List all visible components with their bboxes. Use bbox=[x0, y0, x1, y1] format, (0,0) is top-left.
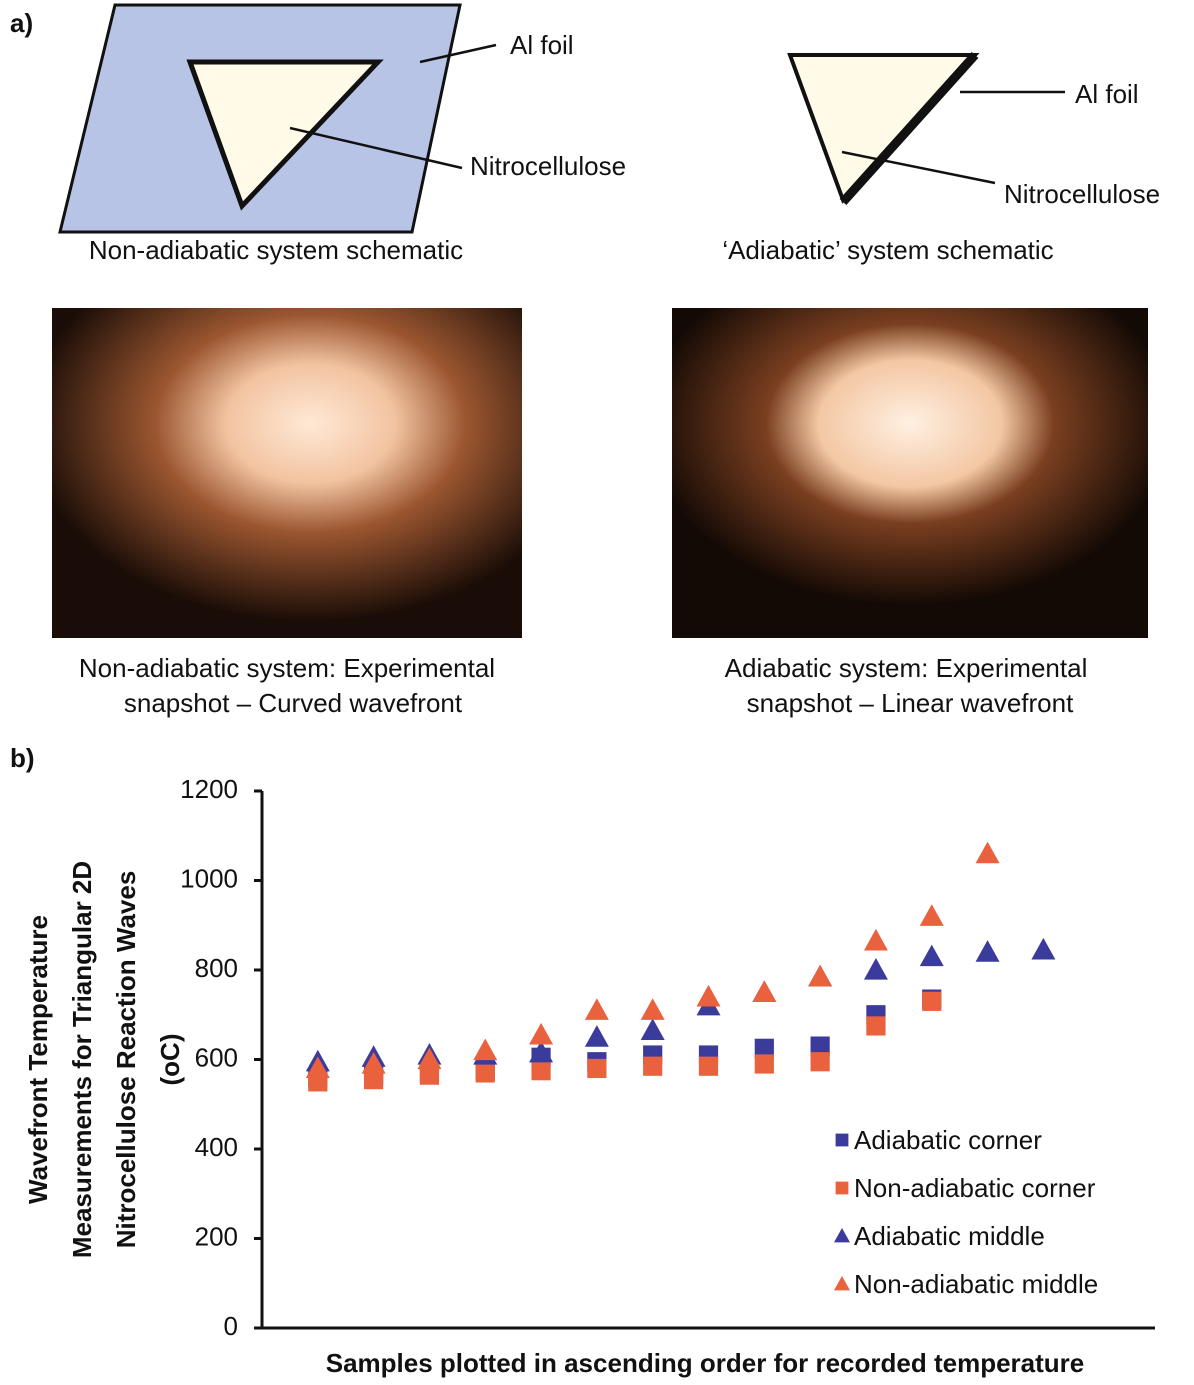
marker bbox=[920, 945, 944, 967]
marker bbox=[476, 1063, 495, 1082]
photo bbox=[52, 308, 522, 638]
marker bbox=[585, 998, 609, 1020]
marker bbox=[920, 904, 944, 926]
panel-label: b) bbox=[10, 743, 35, 773]
marker bbox=[529, 1023, 553, 1045]
marker bbox=[752, 980, 776, 1002]
marker bbox=[699, 1057, 718, 1076]
chart: 0 200 400 600 800 1000 1200 Wavefront Temperatu… bbox=[23, 774, 1155, 1378]
x-axis-label: Samples plotted in ascending order for r… bbox=[326, 1348, 1085, 1378]
marker bbox=[641, 998, 665, 1020]
marker bbox=[1031, 938, 1055, 960]
marker bbox=[587, 1059, 606, 1078]
label: Nitrocellulose bbox=[470, 151, 626, 181]
panel-label: a) bbox=[10, 8, 33, 38]
y-axis-label: Wavefront Temperature bbox=[23, 915, 53, 1204]
caption: ‘Adiabatic’ system schematic bbox=[722, 235, 1053, 265]
marker bbox=[808, 965, 832, 987]
marker bbox=[585, 1025, 609, 1047]
legend-marker bbox=[834, 1228, 850, 1242]
y-tick-label: 600 bbox=[195, 1042, 238, 1072]
marker bbox=[864, 958, 888, 980]
legend-marker bbox=[834, 1276, 850, 1290]
marker bbox=[866, 1016, 885, 1035]
nitrocellulose bbox=[790, 55, 975, 200]
legend-label: Non-adiabatic corner bbox=[854, 1173, 1096, 1203]
y-axis-label: Measurements for Triangular 2D bbox=[67, 861, 97, 1258]
y-tick-label: 400 bbox=[195, 1132, 238, 1162]
caption: snapshot – Curved wavefront bbox=[124, 688, 463, 718]
figure: a) Al foil Nitrocellulose Non-adiabatic … bbox=[0, 0, 1194, 1385]
legend-marker bbox=[836, 1134, 849, 1147]
legend-label: Adiabatic middle bbox=[854, 1221, 1045, 1251]
marker bbox=[697, 985, 721, 1007]
y-tick-label: 1000 bbox=[180, 863, 238, 893]
label: Al foil bbox=[510, 30, 574, 60]
legend-label: Non-adiabatic middle bbox=[854, 1269, 1098, 1299]
marker bbox=[864, 929, 888, 951]
y-tick-label: 1200 bbox=[180, 774, 238, 804]
y-tick-label: 0 bbox=[224, 1311, 238, 1341]
label: Al foil bbox=[1075, 79, 1139, 109]
legend-marker bbox=[836, 1182, 849, 1195]
marker bbox=[811, 1052, 830, 1071]
caption: snapshot – Linear wavefront bbox=[747, 688, 1074, 718]
caption: Non-adiabatic system schematic bbox=[89, 235, 463, 265]
marker bbox=[922, 992, 941, 1011]
legend-label: Adiabatic corner bbox=[854, 1125, 1042, 1155]
y-axis-label: (oC) bbox=[155, 1034, 185, 1086]
marker bbox=[643, 1057, 662, 1076]
marker bbox=[641, 1018, 665, 1040]
y-tick-label: 200 bbox=[195, 1221, 238, 1251]
marker bbox=[755, 1054, 774, 1073]
y-tick-label: 800 bbox=[195, 953, 238, 983]
marker bbox=[976, 842, 1000, 864]
marker bbox=[976, 940, 1000, 962]
caption: Adiabatic system: Experimental bbox=[725, 653, 1088, 683]
photo bbox=[672, 308, 1148, 638]
label: Nitrocellulose bbox=[1004, 179, 1160, 209]
y-axis-label: Nitrocellulose Reaction Waves bbox=[111, 871, 141, 1249]
marker bbox=[473, 1039, 497, 1061]
caption: Non-adiabatic system: Experimental bbox=[79, 653, 495, 683]
marker bbox=[531, 1061, 550, 1080]
